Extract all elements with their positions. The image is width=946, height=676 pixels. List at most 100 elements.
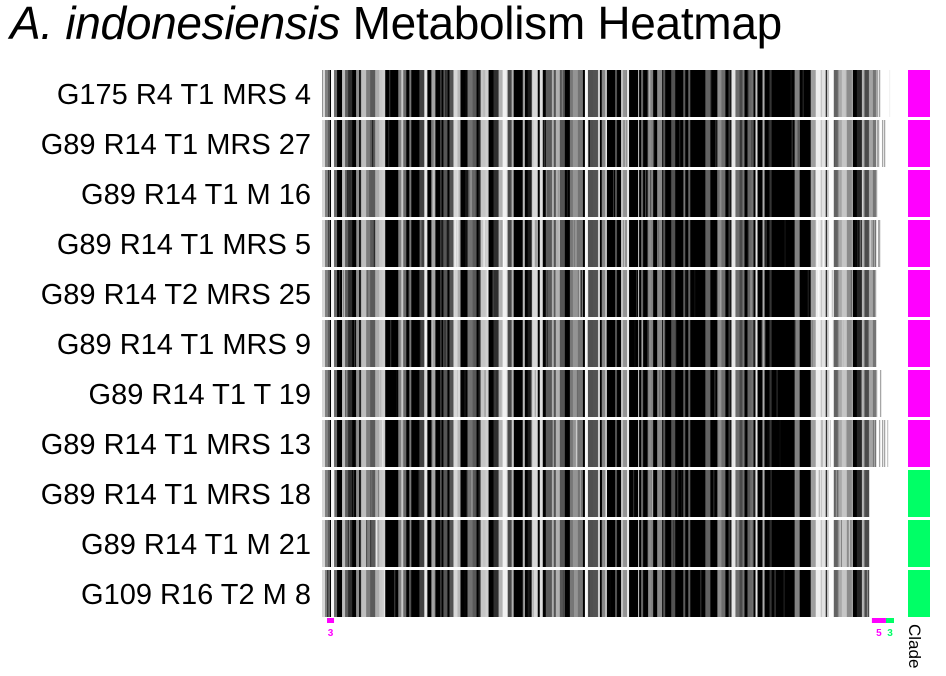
heatmap-cell — [705, 370, 711, 417]
heatmap-cell — [493, 120, 499, 167]
heatmap-cell — [424, 120, 426, 167]
heatmap-cell — [629, 120, 639, 167]
heatmap-cell — [599, 120, 602, 167]
heatmap-cell — [685, 120, 689, 167]
heatmap-cell — [331, 120, 335, 167]
heatmap-cell — [564, 470, 571, 517]
heatmap-cell — [794, 320, 796, 367]
heatmap-cell — [382, 370, 386, 417]
heatmap-cell — [627, 320, 630, 367]
heatmap-cell — [762, 220, 765, 267]
heatmap-cell — [753, 170, 756, 217]
heatmap-cell — [617, 320, 622, 367]
heatmap-cell — [355, 420, 357, 467]
heatmap-cell — [332, 520, 334, 567]
heatmap-cell — [559, 70, 563, 117]
heatmap-cell — [629, 470, 634, 517]
heatmap-cell — [748, 70, 752, 117]
heatmap-cell — [452, 270, 454, 317]
heatmap-cell — [597, 320, 601, 367]
heatmap-cell — [467, 520, 473, 567]
heatmap-cell — [533, 120, 539, 167]
heatmap-cell — [592, 520, 599, 567]
heatmap-cell — [802, 70, 804, 117]
heatmap-cell — [872, 270, 876, 317]
heatmap-cell — [559, 370, 566, 417]
heatmap-cell — [370, 70, 376, 117]
heatmap-cell — [710, 420, 718, 467]
heatmap-cell — [794, 170, 800, 217]
heatmap-cell — [863, 520, 866, 567]
heatmap-cell — [690, 470, 706, 517]
heatmap-cell — [467, 370, 473, 417]
heatmap-cell — [379, 370, 381, 417]
heatmap-cell — [840, 170, 843, 217]
heatmap-cell — [431, 470, 436, 517]
heatmap-cell — [553, 270, 556, 317]
heatmap-cell — [522, 270, 524, 317]
heatmap-cell — [354, 470, 357, 517]
heatmap-cell — [641, 570, 644, 617]
heatmap-cell — [710, 220, 718, 267]
heatmap-cell — [743, 470, 745, 517]
heatmap-cell — [419, 370, 425, 417]
heatmap-cell — [814, 170, 817, 217]
heatmap-cell — [717, 370, 720, 417]
heatmap-cell — [742, 120, 745, 167]
heatmap-cell — [629, 170, 639, 217]
heatmap-cell — [717, 320, 722, 367]
heatmap-cell — [627, 270, 630, 317]
heatmap-cell — [725, 370, 729, 417]
heatmap-cell — [435, 420, 441, 467]
heatmap-cell — [615, 420, 618, 467]
heatmap-cell — [493, 520, 499, 567]
heatmap-cell — [838, 420, 843, 467]
heatmap-cell — [842, 320, 845, 367]
heatmap-cell — [638, 420, 640, 467]
heatmap-cell — [361, 220, 367, 267]
heatmap-cell — [852, 570, 858, 617]
heatmap-cell — [836, 470, 839, 517]
heatmap-cell — [522, 120, 524, 167]
heatmap-cell — [453, 570, 458, 617]
heatmap-cell — [359, 370, 361, 417]
heatmap-cell — [864, 120, 870, 167]
heatmap-cell — [810, 320, 813, 367]
heatmap-cell — [507, 220, 512, 267]
heatmap-cell — [717, 470, 722, 517]
heatmap-cell — [662, 320, 664, 367]
heatmap-cell — [721, 370, 726, 417]
heatmap-cell — [342, 470, 346, 517]
heatmap-cell — [625, 120, 627, 167]
heatmap-cell — [325, 570, 328, 617]
heatmap-cell — [643, 420, 648, 467]
heatmap-cell — [601, 320, 604, 367]
heatmap-cell — [861, 470, 865, 517]
heatmap-cell — [769, 320, 772, 367]
heatmap-cell — [398, 570, 402, 617]
heatmap-cell — [753, 70, 756, 117]
heatmap-cell — [356, 470, 360, 517]
heatmap-cell — [359, 470, 361, 517]
heatmap-cell — [385, 570, 395, 617]
heatmap-cell — [550, 520, 553, 567]
heatmap-cell — [675, 470, 678, 517]
heatmap-cell — [711, 70, 718, 117]
heatmap-cell — [688, 220, 691, 267]
clade-label: Clade — [905, 624, 924, 668]
heatmap-cell — [597, 370, 601, 417]
heatmap-cell — [532, 70, 539, 117]
heatmap-cell — [676, 320, 684, 367]
heatmap-cell — [861, 270, 865, 317]
heatmap-cell — [524, 270, 529, 317]
heatmap-cell — [675, 120, 680, 167]
heatmap-cell — [837, 570, 840, 617]
heatmap-cell — [580, 270, 583, 317]
heatmap-cell — [753, 420, 756, 467]
heatmap-cell — [562, 570, 565, 617]
heatmap-cell — [779, 420, 781, 467]
heatmap-cell — [574, 220, 578, 267]
heatmap-cell — [821, 520, 827, 567]
heatmap-cell — [569, 220, 574, 267]
heatmap-cell — [334, 120, 338, 167]
